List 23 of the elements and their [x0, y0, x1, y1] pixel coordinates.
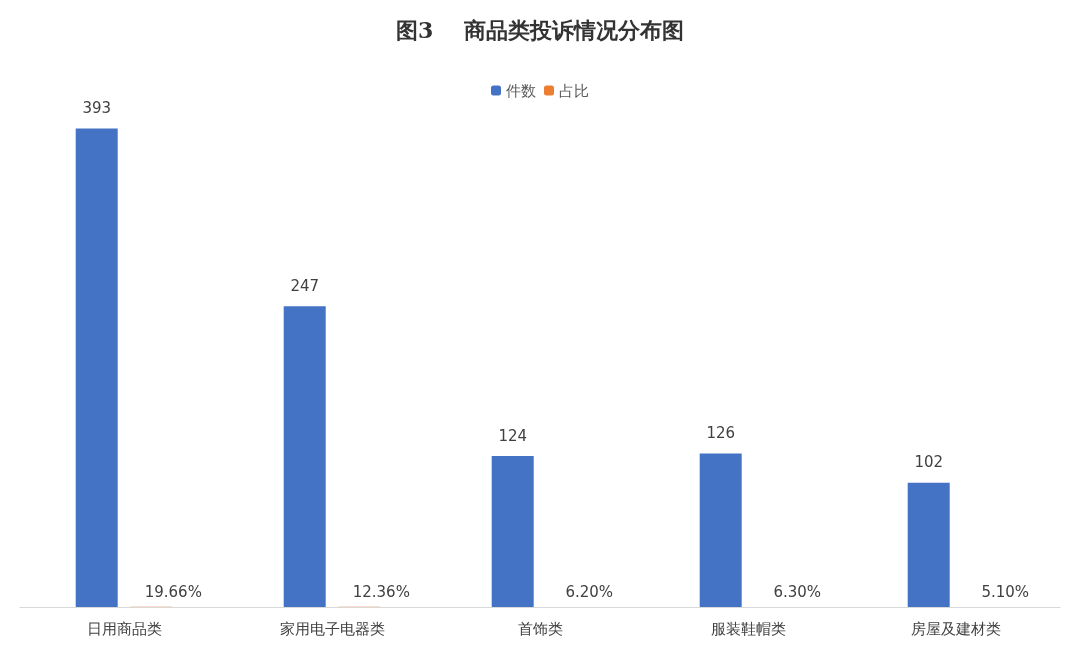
bar — [699, 453, 742, 607]
x-tick-label: 首饰类 — [517, 619, 563, 638]
data-label: 126 — [706, 424, 736, 443]
data-label: 6.30% — [773, 583, 822, 602]
x-tick-label: 房屋及建材类 — [911, 619, 1001, 638]
data-label: 393 — [82, 99, 112, 118]
bar — [491, 456, 534, 607]
data-label: 247 — [290, 276, 320, 295]
data-label: 124 — [498, 426, 528, 445]
data-label: 5.10% — [981, 583, 1030, 602]
bar — [75, 128, 118, 607]
chart-title: 图3 商品类投诉情况分布图 — [396, 17, 684, 43]
bar — [907, 482, 950, 607]
data-label: 19.66% — [144, 583, 202, 602]
x-tick-label: 服装鞋帽类 — [710, 619, 786, 638]
x-tick-label: 日用商品类 — [86, 619, 162, 638]
bar — [283, 306, 326, 607]
legend-label: 件数 — [506, 81, 536, 100]
legend-label: 占比 — [559, 81, 589, 100]
data-label: 12.36% — [352, 583, 410, 602]
data-label: 6.20% — [565, 583, 614, 602]
data-label: 102 — [914, 453, 944, 472]
x-tick-label: 家用电子电器类 — [279, 619, 385, 638]
